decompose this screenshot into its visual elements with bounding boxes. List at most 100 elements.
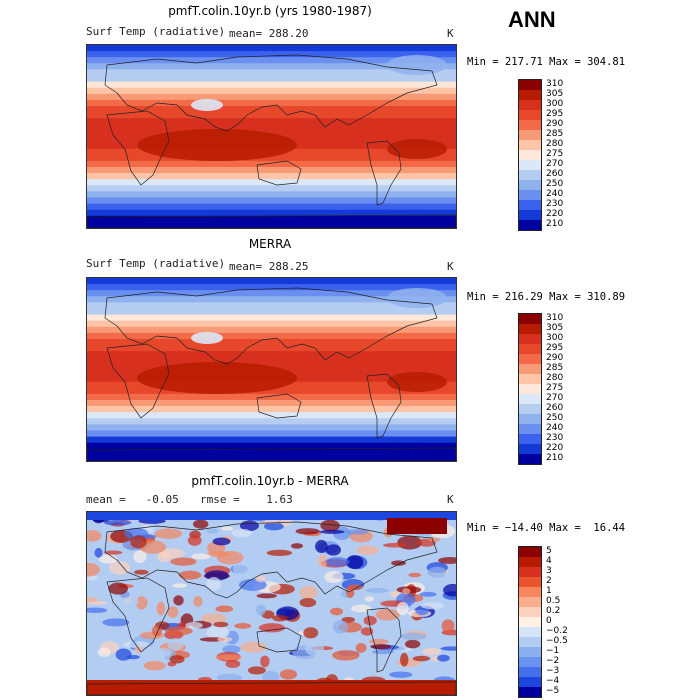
colorbar-swatch [519,110,541,120]
colorbar-tick-label: 220 [546,209,564,219]
colorbar-swatch [519,314,541,324]
colorbar-swatch [519,434,541,444]
colorbar-swatch [519,334,541,344]
colorbar-tick-label: 280 [546,139,564,149]
colorbar-tick-label: 285 [546,363,564,373]
colorbar-swatch [519,677,541,687]
panel3-units: K [447,493,454,506]
colorbar-swatch [519,444,541,454]
colorbar-swatch [519,557,541,567]
colorbar-tick-label: 305 [546,89,564,99]
panel2-units: K [447,260,454,273]
colorbar-swatch [519,637,541,647]
panel2-map-svg [87,278,456,461]
panel3-title: pmfT.colin.10yr.b - MERRA [191,474,349,488]
colorbar-swatch [519,170,541,180]
panel3-mean: mean = -0.05 [86,493,179,506]
colorbar-swatch [519,130,541,140]
colorbar-tick-label: 0.2 [546,606,561,616]
colorbar-tick-label: 260 [546,403,564,413]
colorbar-tick-label: −4 [546,676,560,686]
colorbar-swatch [519,587,541,597]
panel3-map [86,511,457,696]
colorbar-tick-label: 5 [546,546,552,556]
colorbar-swatch [519,384,541,394]
colorbar-swatch [519,424,541,434]
colorbar-tick-label: 250 [546,179,564,189]
colorbar-swatch [519,374,541,384]
colorbar-swatch [519,597,541,607]
panel3-colorbar [518,546,542,698]
colorbar-tick-label: 2 [546,576,552,586]
colorbar-tick-label: 220 [546,443,564,453]
colorbar-tick-label: 275 [546,383,564,393]
colorbar-swatch [519,547,541,557]
colorbar-swatch [519,617,541,627]
colorbar-swatch [519,100,541,110]
colorbar-swatch [519,344,541,354]
colorbar-tick-label: 1 [546,586,552,596]
panel1-map [86,44,457,229]
colorbar-swatch [519,414,541,424]
colorbar-tick-label: −2 [546,656,560,666]
colorbar-tick-label: 230 [546,433,564,443]
colorbar-tick-label: 240 [546,189,564,199]
colorbar-tick-label: −5 [546,686,560,696]
colorbar-tick-label: 295 [546,343,564,353]
panel1-colorbar [518,79,542,231]
panel3-rmse: rmse = 1.63 [200,493,293,506]
panel1-title: pmfT.colin.10yr.b (yrs 1980-1987) [168,4,372,18]
colorbar-tick-label: 260 [546,169,564,179]
colorbar-tick-label: −3 [546,666,560,676]
panel2-mean: mean= 288.25 [229,260,309,273]
colorbar-tick-label: 310 [546,313,564,323]
colorbar-swatch [519,140,541,150]
colorbar-swatch [519,454,541,464]
colorbar-swatch [519,90,541,100]
colorbar-tick-label: 270 [546,393,564,403]
colorbar-tick-label: 270 [546,159,564,169]
colorbar-swatch [519,627,541,637]
colorbar-swatch [519,567,541,577]
colorbar-swatch [519,577,541,587]
colorbar-swatch [519,687,541,697]
colorbar-tick-label: 290 [546,119,564,129]
panel1-variable: Surf Temp (radiative) [86,25,226,38]
colorbar-tick-label: 0 [546,616,552,626]
panel1-units: K [447,27,454,40]
colorbar-tick-label: 4 [546,556,552,566]
colorbar-swatch [519,210,541,220]
colorbar-swatch [519,354,541,364]
colorbar-tick-label: −1 [546,646,560,656]
panel1-minmax: Min = 217.71 Max = 304.81 [467,56,626,68]
panel3-minmax: Min = −14.40 Max = 16.44 [467,522,626,534]
colorbar-swatch [519,324,541,334]
colorbar-tick-label: 300 [546,333,564,343]
panel2-title: MERRA [248,237,292,251]
colorbar-tick-label: 280 [546,373,564,383]
panel3-map-svg [87,512,456,695]
panel2-minmax: Min = 216.29 Max = 310.89 [467,291,626,303]
colorbar-swatch [519,364,541,374]
colorbar-swatch [519,200,541,210]
colorbar-swatch [519,607,541,617]
colorbar-tick-label: 295 [546,109,564,119]
colorbar-tick-label: 310 [546,79,564,89]
panel2-colorbar [518,313,542,465]
colorbar-swatch [519,180,541,190]
colorbar-swatch [519,120,541,130]
panel1-map-svg [87,45,456,228]
panel1-mean: mean= 288.20 [229,27,309,40]
panel2-variable: Surf Temp (radiative) [86,257,226,270]
colorbar-tick-label: −0.2 [546,626,568,636]
colorbar-swatch [519,404,541,414]
colorbar-tick-label: 210 [546,453,564,463]
panel2-map [86,277,457,462]
colorbar-swatch [519,150,541,160]
colorbar-tick-label: 290 [546,353,564,363]
colorbar-tick-label: 3 [546,566,552,576]
colorbar-swatch [519,394,541,404]
colorbar-swatch [519,647,541,657]
colorbar-tick-label: 0.5 [546,596,561,606]
colorbar-swatch [519,80,541,90]
